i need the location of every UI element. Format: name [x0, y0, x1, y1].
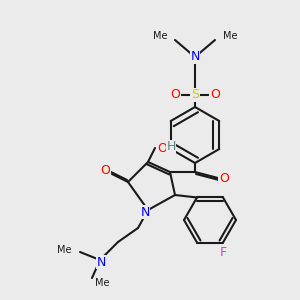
Text: O: O	[157, 142, 167, 154]
Text: O: O	[210, 88, 220, 101]
Text: O: O	[219, 172, 229, 184]
Text: Me: Me	[58, 245, 72, 255]
Text: O: O	[170, 88, 180, 101]
Text: Me: Me	[152, 31, 167, 41]
Text: O: O	[100, 164, 110, 178]
Text: S: S	[191, 88, 199, 101]
Text: Me: Me	[95, 278, 109, 288]
Text: N: N	[96, 256, 106, 268]
Text: N: N	[190, 50, 200, 64]
Text: Me: Me	[223, 31, 238, 41]
Text: H: H	[166, 140, 176, 154]
Text: F: F	[219, 246, 226, 259]
Text: N: N	[140, 206, 150, 218]
